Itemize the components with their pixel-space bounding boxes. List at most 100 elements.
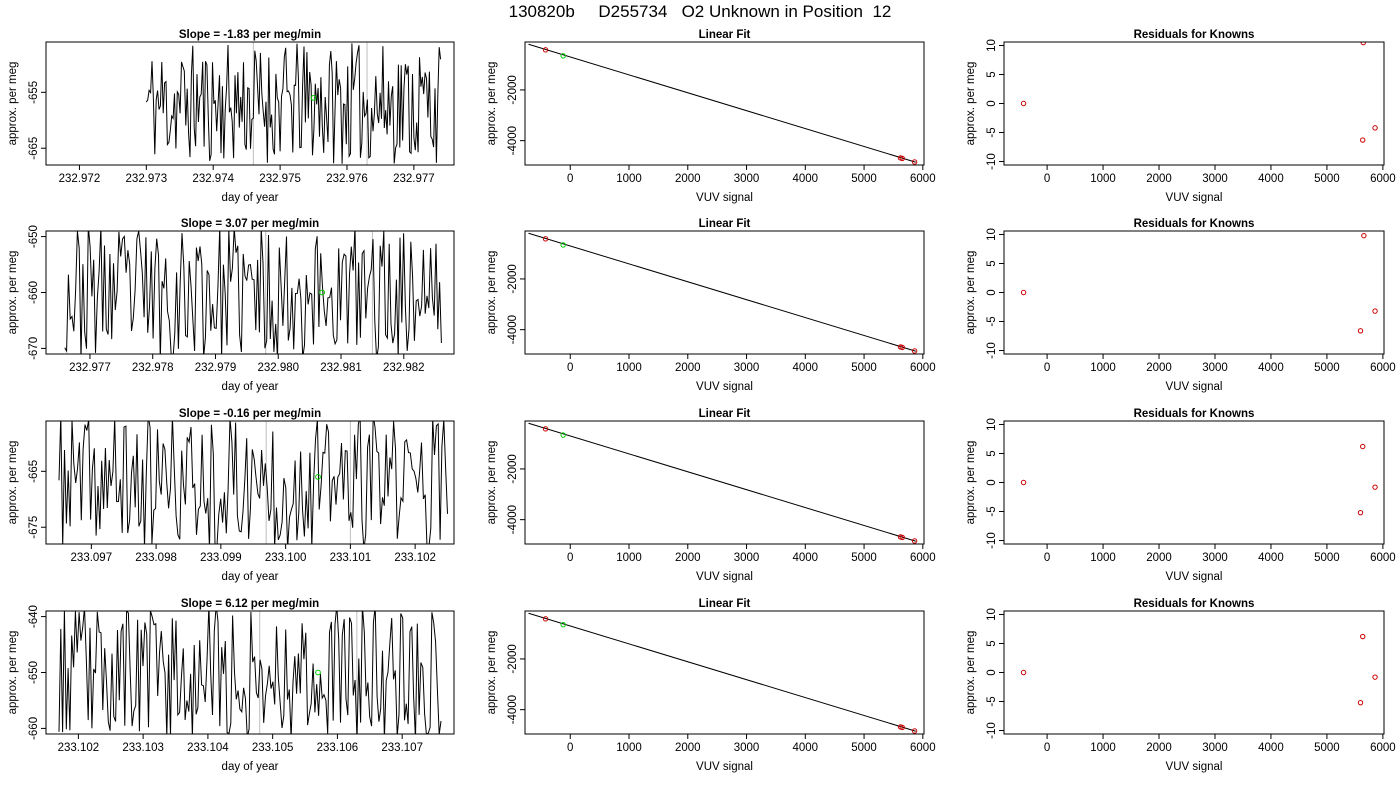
x-tick-label: 232.977	[69, 362, 111, 374]
x-axis-label: day of year	[222, 571, 279, 583]
y-axis-label: approx. per meg	[7, 631, 19, 715]
x-tick-label: 3000	[734, 552, 760, 564]
x-tick-label: 4000	[793, 362, 819, 374]
x-tick-label: 5000	[851, 173, 877, 185]
linear-fit-panel-row-2: Linear Fit 0 1000 2000 3000 4000 5000 6000 -4000…	[486, 218, 936, 393]
unknown-marker	[319, 289, 326, 296]
panel-title: Residuals for Knowns	[1134, 29, 1255, 41]
x-tick-label: 233.101	[330, 552, 372, 564]
y-tick-label: -650	[28, 661, 40, 684]
residual-point	[1372, 125, 1378, 131]
x-tick-label: 2000	[675, 173, 701, 185]
plot-area	[58, 611, 442, 734]
series-line	[64, 231, 442, 354]
panel-title: Slope = 6.12 per meg/min	[181, 598, 319, 610]
unknown-point	[560, 432, 566, 438]
y-tick-label: -10	[986, 153, 998, 170]
y-tick-label: -5	[986, 316, 998, 326]
y-tick-label: 10	[986, 39, 998, 52]
y-axis-label: approx. per meg	[486, 441, 498, 525]
linear-fit-panel-row-4: Linear Fit 0 1000 2000 3000 4000 5000 6000 -4000…	[486, 598, 936, 773]
residual-point	[1020, 289, 1027, 296]
residual-point	[1360, 42, 1366, 46]
x-tick-label: 2000	[1146, 552, 1172, 564]
residual-point	[1372, 674, 1378, 680]
x-tick-label: 4000	[793, 173, 819, 185]
y-tick-label: -5	[986, 127, 998, 137]
residual-point	[1357, 328, 1364, 334]
x-tick-label: 232.979	[195, 362, 237, 374]
residual-point	[1360, 443, 1366, 450]
y-tick-label: -10	[986, 342, 998, 359]
residual-point	[1361, 232, 1367, 239]
x-tick-label: 233.102	[394, 552, 436, 564]
x-axis-label: VUV signal	[696, 761, 753, 773]
known-point	[899, 724, 905, 731]
y-tick-label: -640	[28, 605, 40, 628]
x-tick-label: 2000	[675, 362, 701, 374]
y-tick-label: -4000	[507, 126, 519, 155]
x-tick-label: 233.100	[265, 552, 307, 564]
panel-title: Residuals for Knowns	[1134, 218, 1255, 230]
y-tick-label: -2000	[507, 75, 519, 104]
x-tick-label: 0	[1044, 552, 1050, 564]
x-tick-label: 2000	[1146, 173, 1172, 185]
panel-title: Linear Fit	[699, 218, 751, 230]
x-tick-label: 232.981	[320, 362, 362, 374]
known-point	[542, 236, 549, 242]
y-tick-label: 0	[986, 669, 998, 675]
x-tick-label: 4000	[793, 552, 819, 564]
y-tick-label: -5	[986, 696, 998, 706]
residual-point	[1372, 484, 1378, 490]
x-tick-label: 1000	[1090, 742, 1116, 754]
x-tick-label: 3000	[734, 742, 760, 754]
x-tick-label: 233.105	[252, 742, 294, 754]
y-axis-label: approx. per meg	[965, 251, 977, 335]
x-tick-label: 0	[1044, 173, 1050, 185]
residual-point	[1357, 509, 1364, 516]
y-tick-label: -650	[28, 225, 40, 248]
x-tick-label: 5000	[1314, 362, 1340, 374]
plot-area	[58, 421, 448, 544]
x-tick-label: 0	[567, 362, 573, 374]
y-tick-label: 5	[986, 71, 998, 77]
plot-area	[528, 612, 918, 734]
plot-area	[1020, 443, 1378, 516]
plot-frame	[1003, 230, 1385, 355]
x-tick-label: 0	[567, 173, 573, 185]
x-tick-label: 232.976	[326, 173, 368, 185]
x-tick-label: 5000	[851, 552, 877, 564]
x-axis-label: VUV signal	[1166, 192, 1223, 204]
x-tick-label: 232.978	[132, 362, 174, 374]
x-tick-label: 6000	[1370, 742, 1396, 754]
x-tick-label: 1000	[616, 173, 642, 185]
figure-title: 130820b D255734 O2 Unknown in Position 1…	[508, 2, 892, 21]
y-tick-label: -5	[986, 506, 998, 516]
x-tick-label: 5000	[851, 362, 877, 374]
plot-frame	[45, 230, 455, 355]
y-tick-label: -660	[28, 717, 40, 740]
y-axis-label: approx. per meg	[7, 251, 19, 335]
y-tick-label: -4000	[507, 315, 519, 344]
x-tick-label: 6000	[910, 173, 936, 185]
y-tick-label: -655	[28, 81, 40, 104]
y-tick-label: -4000	[507, 695, 519, 724]
x-axis-label: day of year	[222, 761, 279, 773]
x-tick-label: 6000	[910, 742, 936, 754]
y-axis-label: approx. per meg	[965, 441, 977, 525]
plot-frame	[524, 420, 925, 545]
y-tick-label: 5	[986, 450, 998, 456]
fit-line	[528, 612, 916, 732]
y-tick-label: -10	[986, 722, 998, 739]
x-tick-label: 0	[1044, 742, 1050, 754]
unknown-point	[560, 621, 566, 628]
x-tick-label: 233.104	[187, 742, 229, 754]
plot-area	[1020, 633, 1378, 706]
residual-point	[1020, 669, 1027, 676]
y-tick-label: -665	[28, 137, 40, 160]
y-tick-label: -670	[28, 337, 40, 360]
y-tick-label: 10	[986, 418, 998, 431]
x-tick-label: 1000	[616, 362, 642, 374]
x-tick-label: 233.107	[381, 742, 423, 754]
